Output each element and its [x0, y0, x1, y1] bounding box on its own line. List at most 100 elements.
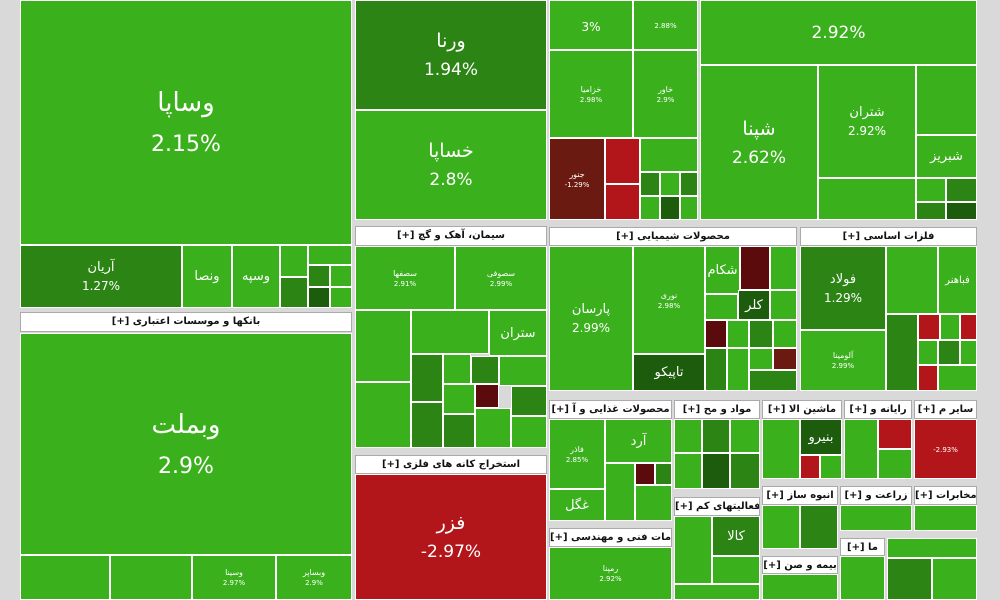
tile[interactable]: [918, 340, 938, 365]
tile[interactable]: [330, 287, 352, 308]
tile[interactable]: [330, 265, 352, 287]
tile[interactable]: [727, 348, 749, 391]
tile[interactable]: [938, 365, 977, 391]
sector-header[interactable]: [+] محصولات شیمیایی: [549, 227, 797, 246]
tile[interactable]: [762, 505, 800, 549]
tile[interactable]: [411, 310, 489, 354]
tile[interactable]: [918, 365, 938, 391]
tile[interactable]: [938, 340, 960, 365]
tile[interactable]: وسپه: [232, 245, 280, 308]
tile[interactable]: [818, 178, 916, 220]
tile[interactable]: [730, 453, 760, 489]
tile[interactable]: [749, 348, 773, 370]
tile[interactable]: [660, 172, 680, 196]
tile[interactable]: خزامیا 2.98%: [549, 50, 633, 138]
tile[interactable]: [820, 455, 842, 479]
tile[interactable]: [471, 356, 499, 384]
tile[interactable]: [475, 408, 511, 448]
tile[interactable]: [655, 463, 672, 485]
tile[interactable]: [705, 348, 727, 391]
tile[interactable]: [511, 416, 547, 448]
tile[interactable]: [605, 184, 640, 220]
sector-header[interactable]: [+] استخراج کانه های فلزی: [355, 455, 547, 474]
tile[interactable]: فاذر 2.85%: [549, 419, 605, 489]
tile[interactable]: [773, 348, 797, 370]
tile[interactable]: [840, 556, 885, 600]
tile[interactable]: [887, 538, 977, 558]
tile[interactable]: آرد: [605, 419, 672, 463]
tile[interactable]: [680, 172, 698, 196]
tile[interactable]: [640, 138, 698, 172]
tile[interactable]: [762, 419, 800, 479]
tile[interactable]: [605, 463, 635, 521]
tile[interactable]: [674, 516, 712, 584]
tile[interactable]: [680, 196, 698, 220]
tile[interactable]: [878, 449, 912, 479]
tile[interactable]: [740, 246, 770, 290]
sector-header[interactable]: [+] فلزات اساسی: [800, 227, 977, 246]
tile[interactable]: [308, 287, 330, 308]
tile[interactable]: [635, 463, 655, 485]
tile[interactable]: [886, 246, 938, 314]
tile[interactable]: [940, 314, 960, 340]
sector-header[interactable]: [+] رایانه و: [844, 400, 912, 419]
tile[interactable]: [674, 453, 702, 489]
tile[interactable]: [411, 354, 443, 402]
tile[interactable]: رمپنا 2.92%: [549, 547, 672, 600]
tile[interactable]: ونصا: [182, 245, 232, 308]
tile[interactable]: فباهنر: [938, 246, 977, 314]
tile[interactable]: [110, 555, 192, 600]
tile[interactable]: [640, 196, 660, 220]
sector-header[interactable]: [+] محصولات غذایی و آ: [549, 400, 672, 419]
tile[interactable]: سصفها 2.91%: [355, 246, 455, 310]
tile[interactable]: [308, 265, 330, 287]
sector-header[interactable]: [+] سیمان، آهک و گچ: [355, 226, 547, 246]
sector-header[interactable]: [+] خدمات فنی و مهندسی: [549, 528, 672, 547]
tile[interactable]: [499, 356, 547, 386]
tile[interactable]: [712, 556, 760, 584]
tile[interactable]: [20, 555, 110, 600]
tile[interactable]: [800, 505, 838, 549]
tile[interactable]: شکام: [705, 246, 740, 294]
sector-header[interactable]: [+] ما: [840, 538, 885, 556]
tile[interactable]: [355, 382, 411, 448]
tile[interactable]: وسینا 2.97%: [192, 555, 276, 600]
sector-header[interactable]: [+] ماشین الا: [762, 400, 842, 419]
tile[interactable]: غگل: [549, 489, 605, 521]
tile[interactable]: ستران: [489, 310, 547, 356]
sector-header[interactable]: [+] بانکها و موسسات اعتباری: [20, 312, 352, 332]
tile[interactable]: خساپا 2.8%: [355, 110, 547, 220]
tile[interactable]: [800, 455, 820, 479]
tile[interactable]: -2.93%: [914, 419, 977, 479]
sector-header[interactable]: [+] انبوه ساز: [762, 486, 838, 505]
tile[interactable]: 2.92%: [700, 0, 977, 65]
tile[interactable]: [705, 320, 727, 348]
tile[interactable]: [605, 138, 640, 184]
tile[interactable]: [660, 196, 680, 220]
tile[interactable]: شپنا 2.62%: [700, 65, 818, 220]
tile[interactable]: [878, 419, 912, 449]
tile[interactable]: سصوفی 2.99%: [455, 246, 547, 310]
tile[interactable]: خاور 2.9%: [633, 50, 698, 138]
tile[interactable]: 2.88%: [633, 0, 698, 50]
tile[interactable]: [280, 245, 308, 277]
tile[interactable]: [914, 505, 977, 531]
tile[interactable]: [411, 402, 443, 448]
tile[interactable]: [749, 320, 773, 348]
tile[interactable]: [749, 370, 797, 391]
tile[interactable]: بنیرو: [800, 419, 842, 455]
tile[interactable]: [308, 245, 352, 265]
tile[interactable]: کالا: [712, 516, 760, 556]
tile[interactable]: [475, 384, 499, 408]
tile[interactable]: [916, 65, 977, 135]
tile[interactable]: [946, 178, 977, 202]
tile[interactable]: [946, 202, 977, 220]
tile[interactable]: [730, 419, 760, 453]
sector-header[interactable]: [+] مخابرات: [914, 486, 977, 505]
sector-header[interactable]: [+] زراعت و: [840, 486, 912, 505]
tile[interactable]: [511, 386, 547, 416]
tile[interactable]: نوری 2.98%: [633, 246, 705, 354]
tile[interactable]: جنور -1.29%: [549, 138, 605, 220]
tile[interactable]: پارسان 2.99%: [549, 246, 633, 391]
tile[interactable]: وبملت 2.9%: [20, 333, 352, 555]
